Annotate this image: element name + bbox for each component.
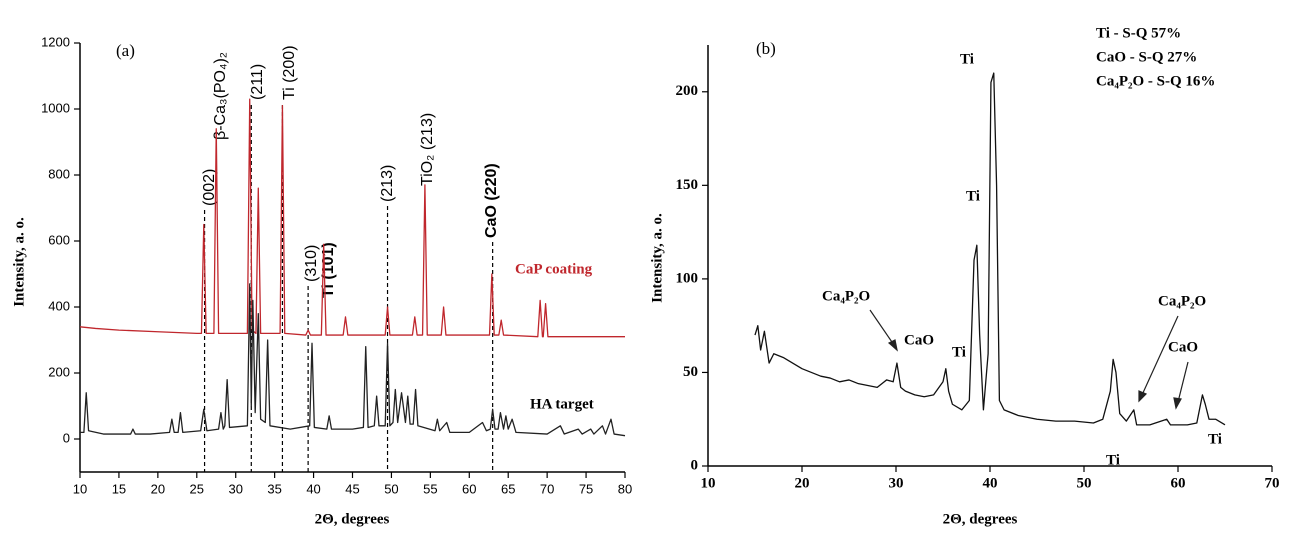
y-tick-label: 100 (676, 270, 699, 286)
peak-label: CaO (904, 332, 934, 348)
peak-label: Ti (960, 51, 974, 67)
y-tick-label: 200 (676, 83, 699, 99)
series-label: HA target (530, 396, 594, 412)
peak-label: CaO (220) (483, 163, 500, 238)
x-tick-label: 70 (540, 481, 554, 496)
arrows (869, 309, 1189, 410)
peak-label: (002) (201, 169, 218, 206)
y-tick-label: 200 (48, 364, 70, 379)
x-tick-label: 40 (306, 481, 320, 496)
x-tick-label: 55 (423, 481, 437, 496)
y-tick-label: 800 (48, 166, 70, 181)
peak-label: Ti (1106, 452, 1120, 468)
x-tick-label: 65 (501, 481, 515, 496)
x-tick-label: 30 (889, 475, 904, 491)
x-tick-label: 25 (190, 481, 204, 496)
x-tick-label: 20 (151, 481, 165, 496)
x-tick-label: 10 (73, 481, 87, 496)
peak-label: Ti (966, 188, 980, 204)
y-axis-label: Intensity, a. o. (649, 213, 665, 303)
data-line (80, 283, 626, 437)
x-tick-label: 30 (228, 481, 242, 496)
y-tick-label: 600 (48, 232, 70, 247)
peak-label: (211) (249, 64, 266, 100)
x-tick-label: 45 (345, 481, 359, 496)
panel-label: (a) (116, 41, 135, 60)
x-tick-label: 50 (1077, 475, 1092, 491)
peak-label: Ti (952, 344, 966, 360)
legend-text: Ti - S-Q 57% (1096, 25, 1181, 41)
legend-text: Ca₄P₂O - S-Q 16% (1096, 73, 1215, 89)
y-tick-label: 50 (683, 364, 698, 380)
peak-label: (310) (303, 245, 320, 282)
peak-label: Ti (200) (281, 45, 298, 100)
peak-label: (213) (379, 165, 396, 202)
data-line (754, 72, 1226, 426)
x-tick-label: 75 (579, 481, 593, 496)
peak-label: CaO (1168, 339, 1198, 355)
legend-text: CaO - S-Q 27% (1096, 49, 1197, 65)
peak-label: Ca₄P₂O (822, 288, 870, 304)
y-tick-label: 0 (691, 457, 699, 473)
y-tick-label: 0 (63, 430, 70, 445)
y-axis-label: Intensity, a. o. (11, 217, 27, 307)
x-tick-label: 60 (462, 481, 476, 496)
y-tick-label: 150 (676, 177, 699, 193)
y-tick-label: 400 (48, 298, 70, 313)
x-tick-label: 40 (983, 475, 998, 491)
x-tick-label: 60 (1171, 475, 1186, 491)
peak-label: β-Ca₃(PO₄)₂ (212, 52, 229, 140)
peak-label: TiO₂ (213) (419, 113, 436, 186)
y-tick-label: 1000 (41, 100, 70, 115)
x-axis-label: 2Θ, degrees (315, 511, 390, 527)
x-tick-label: 80 (618, 481, 632, 496)
x-axis-label: 2Θ, degrees (943, 511, 1018, 527)
series-label: CaP coating (515, 261, 593, 277)
x-tick-label: 15 (112, 481, 126, 496)
x-tick-label: 20 (795, 475, 810, 491)
x-tick-label: 10 (701, 475, 716, 491)
peak-label: Ti (1208, 431, 1222, 447)
data-line (79, 98, 625, 338)
x-tick-label: 50 (384, 481, 398, 496)
peak-label: Ca₄P₂O (1158, 293, 1206, 309)
x-tick-label: 35 (267, 481, 281, 496)
panel-label: (b) (756, 39, 776, 58)
y-tick-label: 1200 (41, 34, 70, 49)
x-tick-label: 70 (1265, 475, 1280, 491)
